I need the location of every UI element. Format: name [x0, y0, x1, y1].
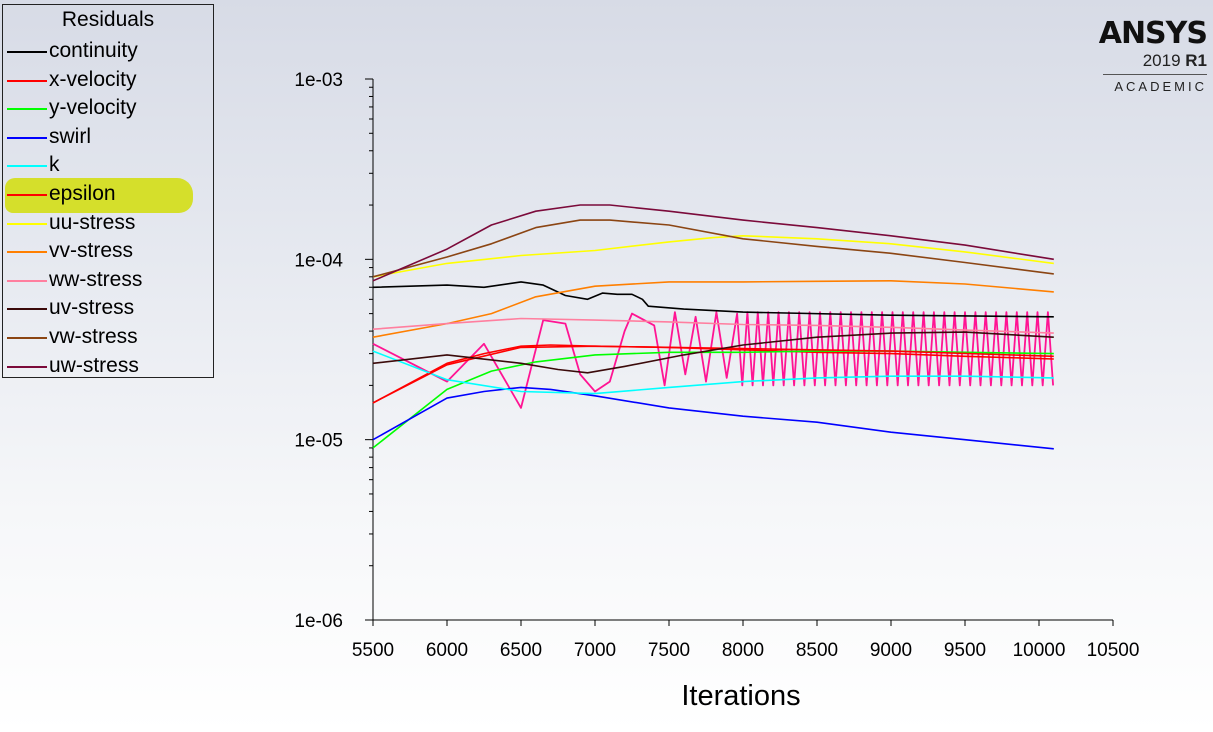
ansys-logo: ANSYS 2019 R1 ACADEMIC: [1097, 16, 1208, 95]
x-tick-label: 8500: [796, 640, 838, 661]
legend-label: uw-stress: [49, 353, 139, 377]
legend-item-ww-stress: ww-stress: [3, 267, 213, 295]
legend-item-vv-stress: vv-stress: [3, 238, 213, 266]
series-line-vw-stress: [372, 219, 1054, 278]
y-tick-label: 1e-04: [294, 250, 343, 271]
x-tick-label: 10500: [1087, 640, 1140, 661]
x-tick-label: 5500: [352, 640, 394, 661]
legend-swatch: [7, 136, 47, 139]
y-tick-label: 1e-05: [294, 431, 343, 452]
x-tick-label: 7500: [648, 640, 690, 661]
chart-axes: 5500 6000 6500 7000 7500 8000 8500 9000 9500 1000…: [294, 70, 1139, 661]
brand-name: ANSYS: [1098, 16, 1208, 51]
x-ticks: 5500 6000 6500 7000 7500 8000 8500 9000 9500 1000…: [352, 620, 1140, 661]
x-axis-title: Iterations: [681, 680, 800, 712]
legend-item-uw-stress: uw-stress: [3, 353, 213, 381]
series-line-uw-stress: [372, 204, 1054, 282]
legend-swatch: [7, 79, 47, 82]
legend-swatch: [7, 337, 47, 339]
legend-item-y-velocity: y-velocity: [3, 95, 213, 123]
series-layer: [372, 204, 1054, 450]
x-tick-label: 6500: [500, 640, 542, 661]
series-line-uu-stress: [372, 235, 1054, 278]
series-line-k: [372, 350, 1054, 395]
series-line-ww-stress: [372, 317, 1054, 334]
x-tick-label: 8000: [722, 640, 764, 661]
x-tick-label: 9000: [870, 640, 912, 661]
legend-label: y-velocity: [49, 96, 137, 120]
legend-item-vw-stress: vw-stress: [3, 324, 213, 352]
residuals-legend: Residuals continuity x-velocity y-velocity…: [2, 4, 214, 378]
legend-label: vv-stress: [49, 239, 133, 263]
legend-swatch: [7, 194, 47, 196]
legend-swatch: [7, 222, 47, 225]
legend-swatch: [7, 251, 47, 254]
legend-label: vw-stress: [49, 325, 138, 348]
legend-item-k: k: [3, 152, 213, 180]
series-line-oscillating: [372, 311, 1054, 409]
legend-item-continuity: continuity: [3, 38, 213, 66]
legend-label: uu-stress: [49, 210, 136, 234]
legend-label: swirl: [49, 124, 91, 148]
legend-label: uv-stress: [49, 296, 135, 320]
legend-label: k: [49, 153, 60, 177]
legend-item-uv-stress: uv-stress: [3, 295, 213, 323]
legend-label: continuity: [49, 39, 138, 62]
legend-label: epsilon: [49, 182, 116, 205]
series-line-uv-stress: [372, 331, 1054, 374]
legend-swatch: [7, 279, 47, 282]
x-tick-label: 9500: [944, 640, 986, 661]
brand-divider: [1103, 74, 1207, 75]
legend-item-x-velocity: x-velocity: [3, 67, 213, 95]
y-ticks: 1e-06 1e-05 1e-04 1e-03: [294, 70, 373, 632]
legend-title: Residuals: [61, 8, 155, 31]
legend-label: x-velocity: [49, 67, 137, 91]
brand-version-release: R1: [1185, 51, 1207, 70]
series-line-vv-stress: [372, 280, 1054, 338]
brand-version-year: 2019: [1142, 51, 1181, 70]
x-tick-label: 6000: [426, 640, 468, 661]
legend-swatch: [7, 365, 47, 368]
legend-item-swirl: swirl: [3, 124, 213, 152]
brand-edition: ACADEMIC: [1114, 79, 1207, 94]
x-tick-label: 7000: [574, 640, 616, 661]
x-tick-label: 10000: [1013, 640, 1066, 661]
y-tick-label: 1e-03: [294, 70, 343, 91]
series-line-continuity: [372, 281, 1054, 318]
series-line-epsilon: [372, 345, 1054, 404]
legend-swatch: [7, 308, 47, 311]
brand-version: 2019 R1: [1097, 50, 1207, 72]
y-tick-label: 1e-06: [294, 611, 343, 632]
legend-label: ww-stress: [49, 267, 143, 291]
legend-swatch: [7, 51, 47, 53]
legend-swatch: [7, 165, 47, 168]
series-line-swirl: [372, 386, 1054, 450]
legend-item-epsilon: epsilon: [3, 181, 213, 209]
legend-swatch: [7, 108, 47, 111]
legend-item-uu-stress: uu-stress: [3, 210, 213, 238]
